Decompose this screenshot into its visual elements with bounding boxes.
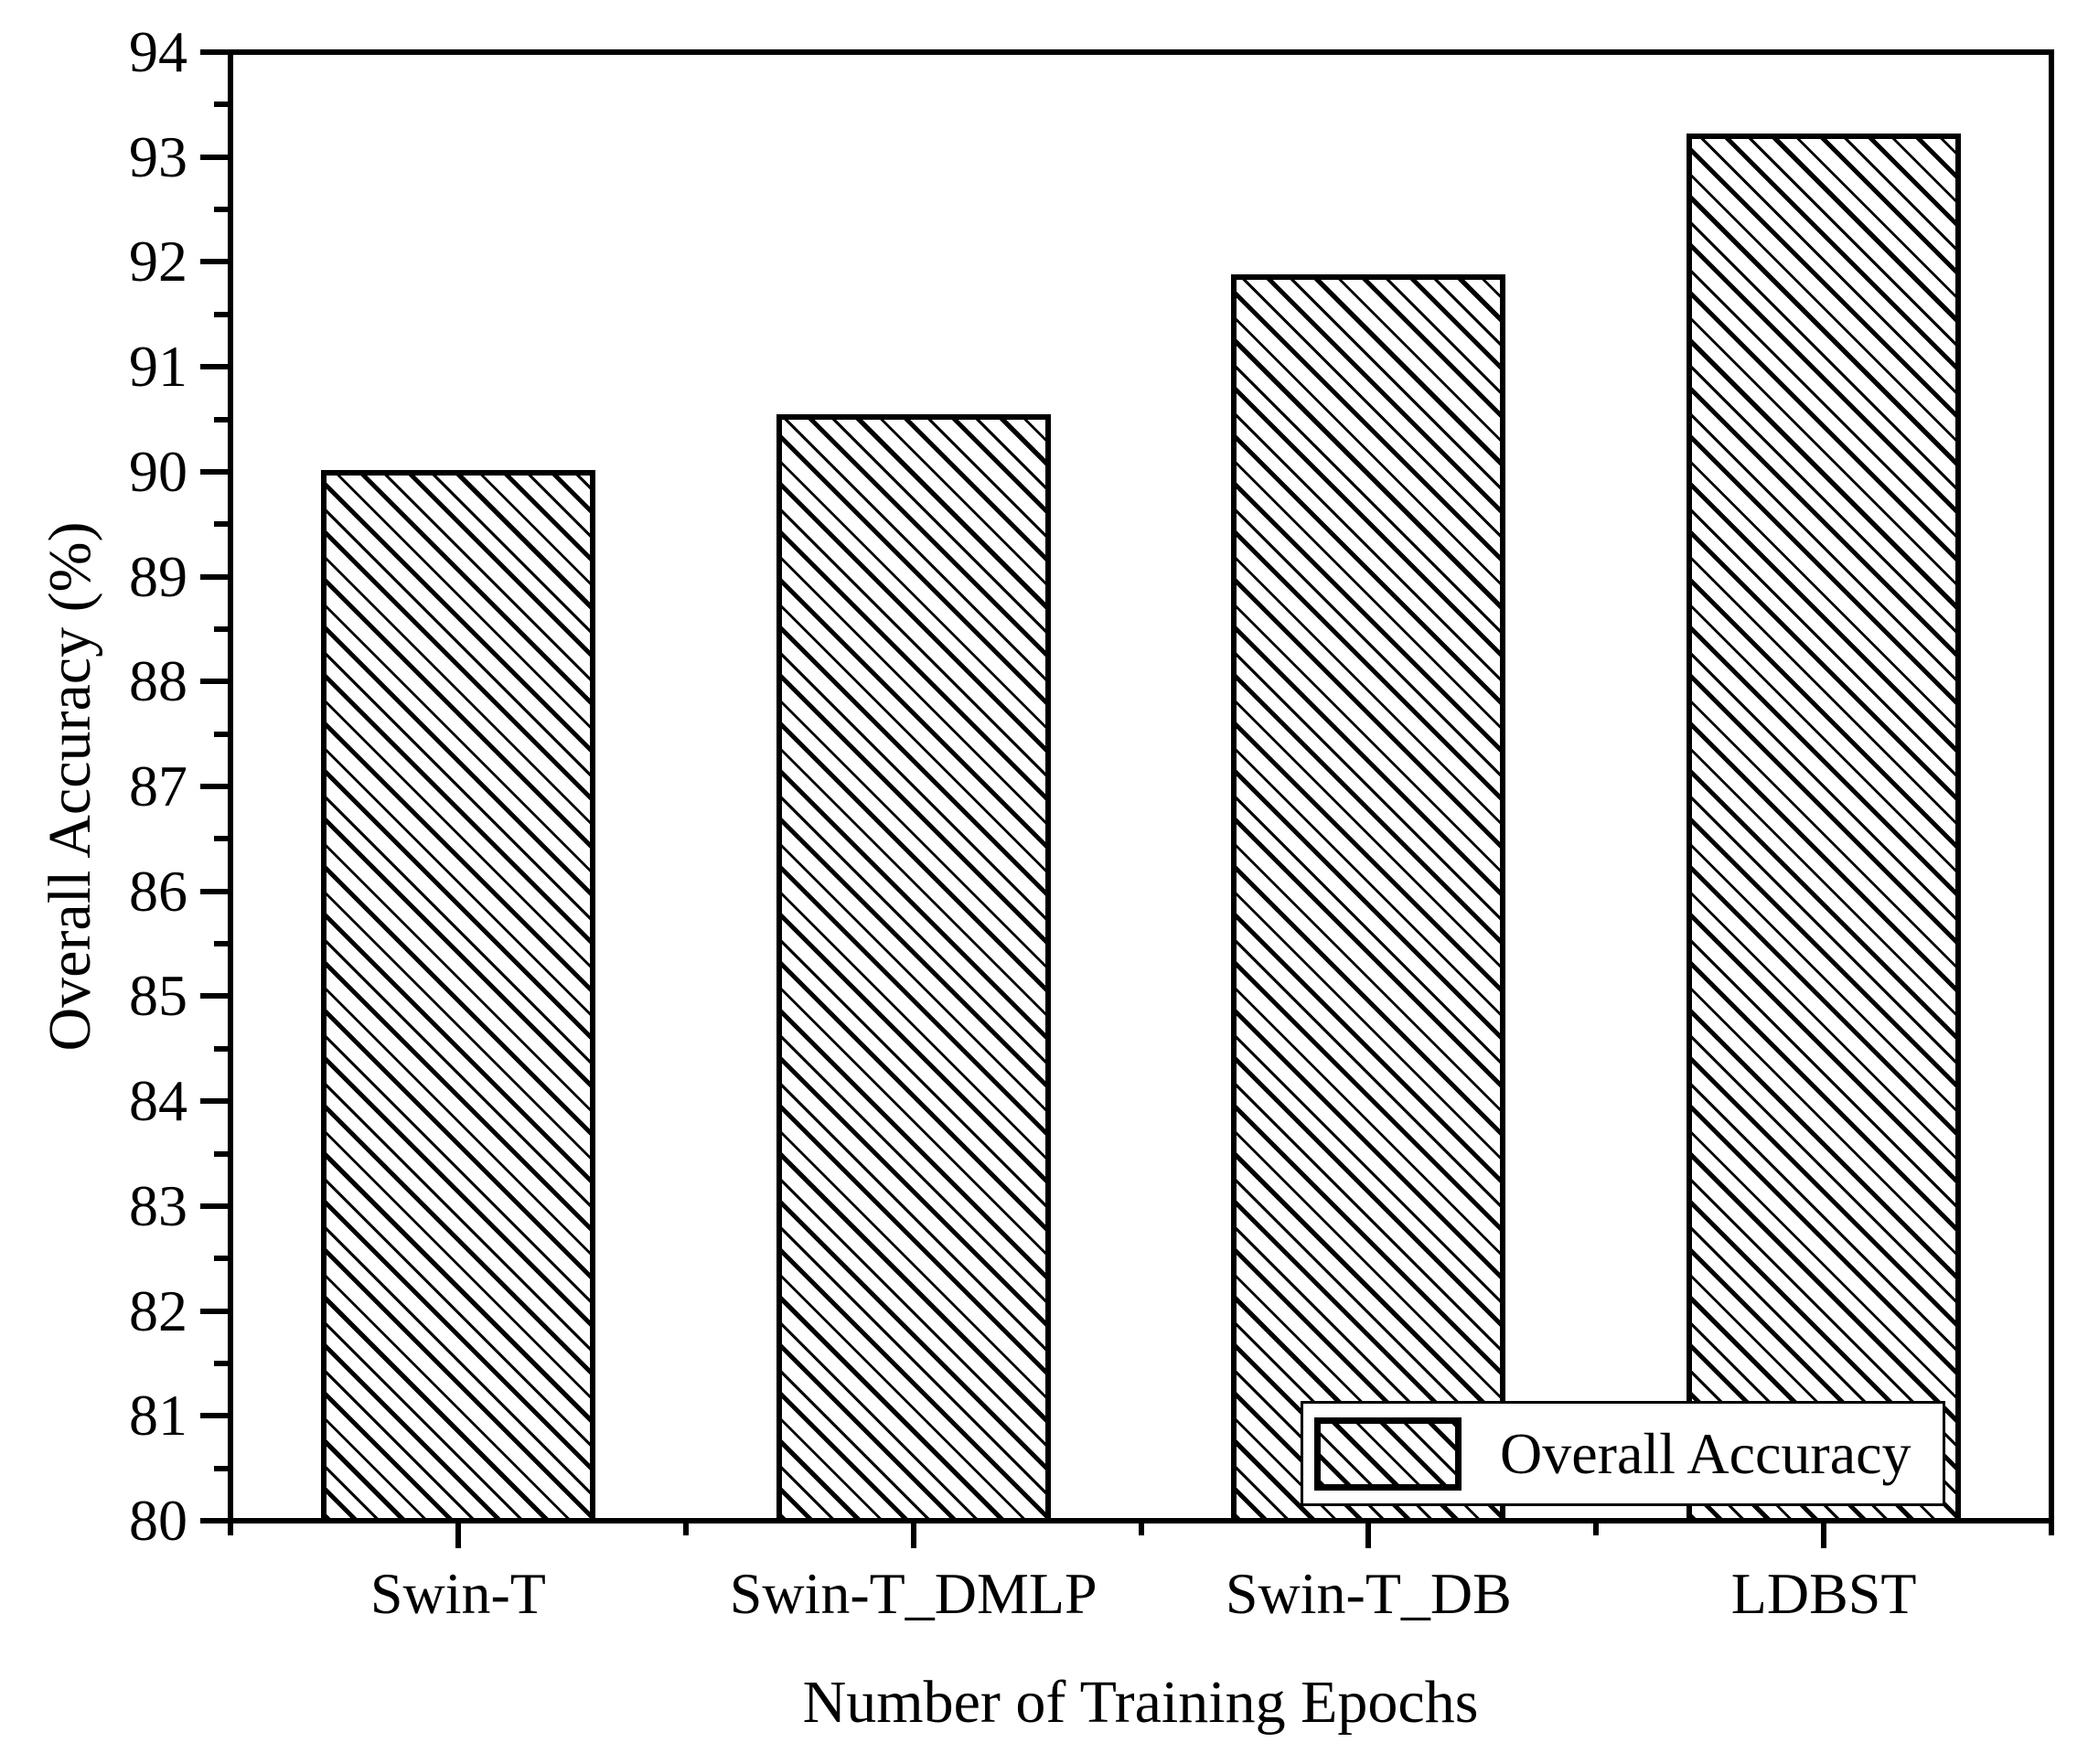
y-major-tick — [200, 259, 230, 265]
x-minor-tick — [1138, 1521, 1144, 1535]
y-minor-tick — [214, 731, 230, 737]
y-tick-label: 81 — [129, 1383, 187, 1449]
y-major-tick — [200, 888, 230, 894]
y-tick-label: 80 — [129, 1488, 187, 1553]
y-minor-tick — [214, 1150, 230, 1157]
x-tick-label: Swin-T_DB — [1225, 1561, 1512, 1626]
x-major-tick — [455, 1521, 461, 1548]
y-minor-tick — [214, 625, 230, 632]
y-minor-tick — [214, 836, 230, 842]
y-major-tick — [200, 784, 230, 789]
y-tick-label: 87 — [129, 754, 187, 818]
y-major-tick — [200, 1098, 230, 1105]
y-tick-label: 83 — [129, 1172, 187, 1238]
bar-swin-t-dmlp — [776, 414, 1051, 1518]
y-minor-tick — [214, 102, 230, 108]
y-tick-label: 82 — [129, 1278, 187, 1343]
y-major-tick — [200, 49, 230, 55]
legend-hatch-swatch — [1314, 1417, 1462, 1491]
y-tick-label: 90 — [129, 438, 187, 504]
x-minor-tick — [1593, 1521, 1600, 1535]
y-minor-tick — [214, 521, 230, 528]
x-tick-label: Swin-T_DMLP — [729, 1561, 1098, 1626]
y-tick-label: 88 — [129, 648, 187, 714]
y-major-tick — [200, 1308, 230, 1314]
y-major-tick — [200, 364, 230, 370]
legend-label: Overall Accuracy — [1500, 1420, 1911, 1486]
legend: Overall Accuracy — [1301, 1401, 1945, 1506]
y-major-tick — [200, 1203, 230, 1209]
x-minor-tick — [682, 1521, 689, 1535]
x-minor-tick — [228, 1521, 233, 1535]
y-minor-tick — [214, 207, 230, 213]
y-major-tick — [200, 154, 230, 160]
x-tick-label: Swin-T — [369, 1561, 546, 1626]
y-tick-label: 85 — [129, 963, 187, 1029]
y-minor-tick — [214, 941, 230, 947]
y-major-tick — [200, 1518, 230, 1523]
y-tick-label: 89 — [129, 543, 187, 609]
y-minor-tick — [214, 311, 230, 317]
y-major-tick — [200, 1413, 230, 1419]
bar-swin-t-db — [1231, 274, 1505, 1518]
x-major-tick — [1821, 1521, 1827, 1548]
y-tick-label: 91 — [129, 334, 187, 400]
y-tick-label: 94 — [129, 19, 187, 84]
y-axis-title: Overall Accuracy (%) — [37, 521, 103, 1052]
y-major-tick — [200, 468, 230, 475]
y-minor-tick — [214, 1465, 230, 1471]
x-tick-label: LDBST — [1730, 1561, 1917, 1626]
y-major-tick — [200, 573, 230, 580]
y-minor-tick — [214, 1256, 230, 1262]
y-tick-label: 86 — [129, 858, 187, 924]
bar-ldbst — [1686, 134, 1961, 1518]
x-major-tick — [910, 1521, 916, 1548]
bar-swin-t — [321, 470, 595, 1518]
y-minor-tick — [214, 1045, 230, 1052]
y-major-tick — [200, 993, 230, 1000]
y-minor-tick — [214, 416, 230, 422]
y-major-tick — [200, 679, 230, 685]
y-tick-label: 84 — [129, 1068, 187, 1134]
x-axis-title: Number of Training Epochs — [802, 1669, 1479, 1736]
y-minor-tick — [214, 1360, 230, 1366]
y-tick-label: 93 — [129, 123, 187, 189]
y-tick-label: 92 — [129, 229, 187, 294]
x-major-tick — [1365, 1521, 1372, 1548]
x-minor-tick — [2049, 1521, 2054, 1535]
